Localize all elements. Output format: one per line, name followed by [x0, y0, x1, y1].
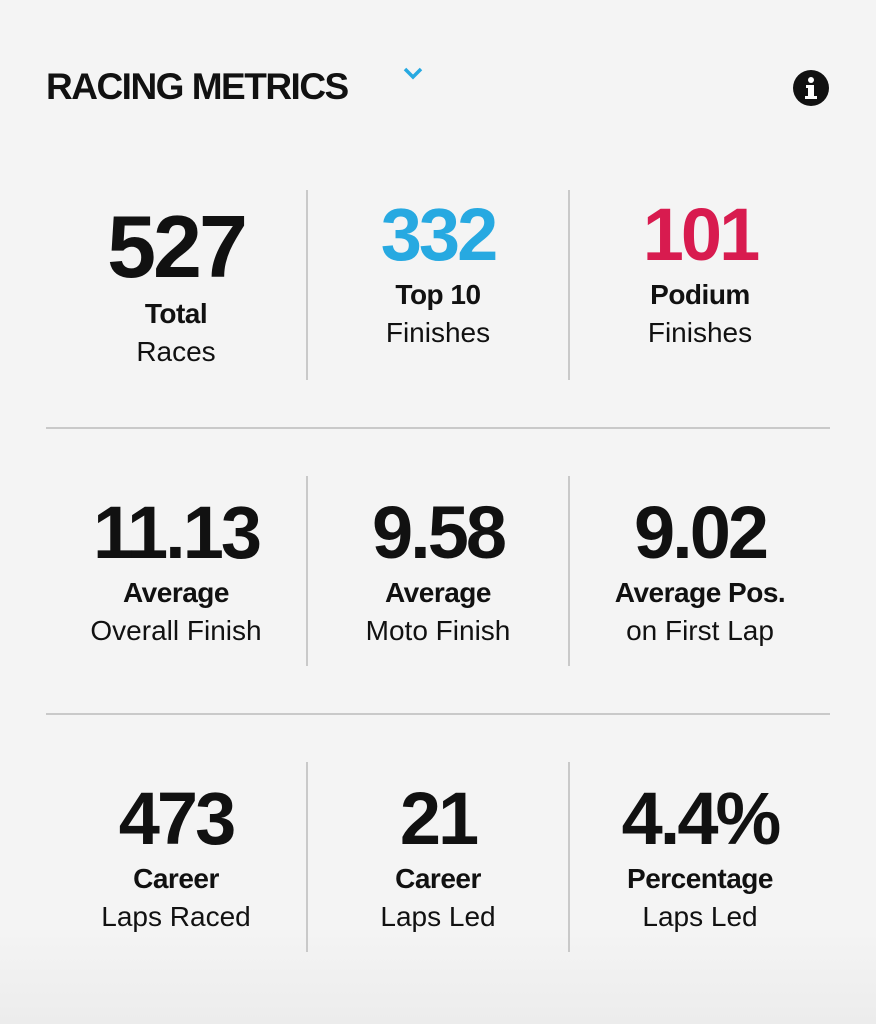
metric-cell: 9.02 Average Pos. on First Lap	[570, 476, 830, 666]
metric-row: 527 Total Races 332 Top 10 Finishes 101 Podium F…	[46, 190, 830, 380]
metric-sublabel: Finishes	[647, 317, 753, 348]
title: RACING METRICS	[46, 66, 349, 107]
metric-cell: 527 Total Races	[46, 190, 306, 380]
dropdown-chevron[interactable]	[402, 66, 424, 82]
metric-label: Career	[395, 863, 481, 894]
metric-label: Average	[385, 577, 491, 608]
info-icon[interactable]	[792, 69, 832, 109]
metric-cell: 21 Career Laps Led	[308, 762, 568, 952]
metric-value: 9.58	[371, 491, 507, 574]
metrics-grid: 527 Total Races 332 Top 10 Finishes 101 Podium F…	[46, 190, 830, 952]
metric-row: 473 Career Laps Raced 21 Career Laps Led 4.4% P…	[46, 762, 830, 952]
metric-cell: 101 Podium Finishes	[570, 190, 830, 384]
metric-cell: 473 Career Laps Raced	[46, 762, 306, 952]
metric-label: Podium	[650, 279, 750, 310]
metric-value: 9.02	[633, 491, 769, 574]
metric-label: Top 10	[395, 279, 481, 310]
column-divider	[568, 190, 570, 380]
metric-cell: 11.13 Average Overall Finish	[46, 476, 306, 666]
column-divider	[306, 476, 308, 666]
metric-value: 4.4%	[621, 777, 782, 860]
metric-cell: 332 Top 10 Finishes	[308, 190, 568, 384]
metric-sublabel: Moto Finish	[365, 615, 511, 646]
metric-row: 11.13 Average Overall Finish 9.58 Average Mot…	[46, 476, 830, 666]
bottom-fade	[0, 930, 876, 1024]
metric-sublabel: on First Lap	[626, 615, 774, 646]
column-divider	[306, 762, 308, 952]
row-divider	[46, 713, 830, 715]
metric-sublabel: Laps Raced	[101, 901, 251, 932]
metric-label: Total	[144, 298, 208, 329]
column-divider	[306, 190, 308, 380]
metric-sublabel: Overall Finish	[90, 615, 262, 646]
metric-label: Average	[123, 577, 229, 608]
row-divider	[46, 427, 830, 429]
metric-value: 527	[107, 197, 248, 296]
metric-value: 21	[399, 777, 479, 860]
metric-value: 11.13	[92, 491, 262, 574]
metric-cell: 9.58 Average Moto Finish	[308, 476, 568, 666]
column-divider	[568, 762, 570, 952]
metric-sublabel: Finishes	[385, 317, 491, 348]
metric-sublabel: Laps Led	[642, 901, 758, 932]
metric-label: Career	[133, 863, 219, 894]
metric-sublabel: Races	[136, 336, 216, 367]
metric-label: Average Pos.	[614, 577, 786, 608]
metric-value: 332	[380, 193, 498, 276]
metric-value: 101	[642, 193, 760, 276]
metric-value: 473	[118, 777, 236, 860]
metric-sublabel: Laps Led	[380, 901, 496, 932]
column-divider	[568, 476, 570, 666]
metric-cell: 4.4% Percentage Laps Led	[570, 762, 830, 952]
metric-label: Percentage	[627, 863, 773, 894]
